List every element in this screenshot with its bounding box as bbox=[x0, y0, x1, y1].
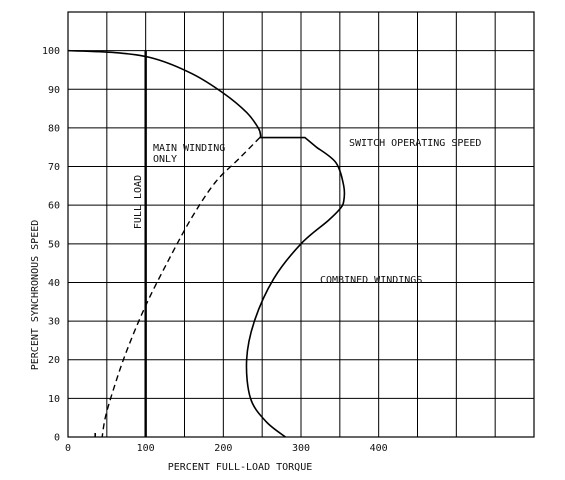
y-tick-label: 50 bbox=[48, 239, 60, 250]
main-winding-label: MAIN WINDING bbox=[153, 143, 225, 154]
series-group bbox=[67, 49, 346, 438]
y-tick-label: 30 bbox=[48, 317, 60, 328]
switch-operating-speed-label: SWITCH OPERATING SPEED bbox=[349, 138, 481, 149]
full-load-label: FULL LOAD bbox=[133, 175, 144, 229]
x-tick-label: 100 bbox=[137, 443, 155, 454]
x-tick-label: 200 bbox=[214, 443, 232, 454]
main-winding-dashed-curve bbox=[101, 137, 261, 438]
y-tick-label: 0 bbox=[54, 433, 60, 444]
combined-windings-label: COMBINED WINDINGS bbox=[320, 275, 422, 286]
y-tick-label: 40 bbox=[48, 278, 60, 289]
y-tick-label: 100 bbox=[42, 46, 60, 57]
y-tick-label: 90 bbox=[48, 85, 60, 96]
x-tick-label: 300 bbox=[292, 443, 310, 454]
tick-labels: 0 100 200 300 400 0 10 20 30 40 50 60 70 80 90 100 bbox=[42, 46, 388, 454]
y-tick-label: 10 bbox=[48, 394, 60, 405]
y-axis-title: PERCENT SYNCHRONOUS SPEED bbox=[30, 220, 41, 371]
main-winding-label-only: ONLY bbox=[153, 154, 177, 165]
combined-windings-curve bbox=[245, 136, 346, 438]
x-axis-title: PERCENT FULL-LOAD TORQUE bbox=[168, 462, 313, 473]
y-tick-label: 60 bbox=[48, 201, 60, 212]
x-tick-label: 400 bbox=[370, 443, 388, 454]
plot-frame bbox=[67, 11, 535, 438]
y-tick-label: 20 bbox=[48, 355, 60, 366]
y-tick-label: 80 bbox=[48, 123, 60, 134]
x-tick-label: 0 bbox=[65, 443, 71, 454]
main-winding-curve bbox=[67, 49, 262, 139]
y-tick-label: 70 bbox=[48, 162, 60, 173]
